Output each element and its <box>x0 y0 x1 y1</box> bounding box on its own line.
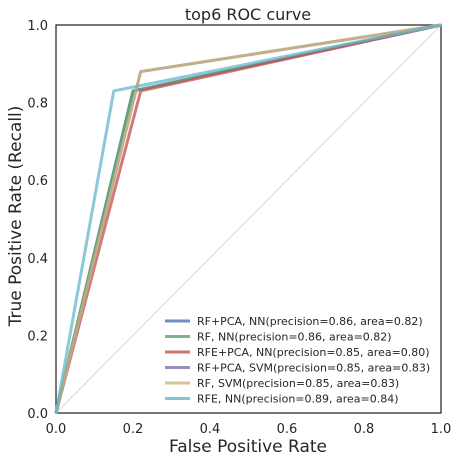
y-tick-label: 0.2 <box>27 329 48 344</box>
x-tick-label: 1.0 <box>431 422 452 437</box>
y-tick-label: 0.0 <box>27 407 48 422</box>
x-tick-label: 0.6 <box>277 422 298 437</box>
legend-label: RF+PCA, NN(precision=0.86, area=0.82) <box>197 315 423 328</box>
x-axis-title: False Positive Rate <box>169 437 327 457</box>
y-tick-label: 0.6 <box>27 174 48 189</box>
plot-area: 0.0 0.2 0.4 0.6 0.8 1.0 0.0 0.2 0.4 0.6 0.8 1.0 <box>27 19 451 437</box>
x-tick-label: 0.2 <box>123 422 144 437</box>
legend-label: RFE, NN(precision=0.89, area=0.84) <box>197 393 399 406</box>
diagonal-reference-line <box>55 24 442 414</box>
y-axis-title: True Positive Rate (Recall) <box>6 106 26 328</box>
legend: RF+PCA, NN(precision=0.86, area=0.82) RF,… <box>165 315 430 406</box>
y-tick-label: 1.0 <box>27 19 48 34</box>
legend-label: RF+PCA, SVM(precision=0.85, area=0.83) <box>197 362 430 375</box>
legend-label: RF, SVM(precision=0.85, area=0.83) <box>197 377 399 390</box>
y-tick-label: 0.4 <box>27 252 48 267</box>
y-tick-label: 0.8 <box>27 97 48 112</box>
legend-label: RF, NN(precision=0.86, area=0.82) <box>197 331 392 344</box>
x-tick-label: 0.0 <box>46 422 67 437</box>
chart-title: top6 ROC curve <box>185 5 311 24</box>
series-line-6 <box>54 23 442 414</box>
legend-label: RFE+PCA, NN(precision=0.85, area=0.80) <box>197 346 430 359</box>
x-tick-label: 0.4 <box>200 422 221 437</box>
series-line-5 <box>54 23 442 414</box>
x-tick-label: 0.8 <box>354 422 375 437</box>
series-line-3 <box>54 23 442 414</box>
